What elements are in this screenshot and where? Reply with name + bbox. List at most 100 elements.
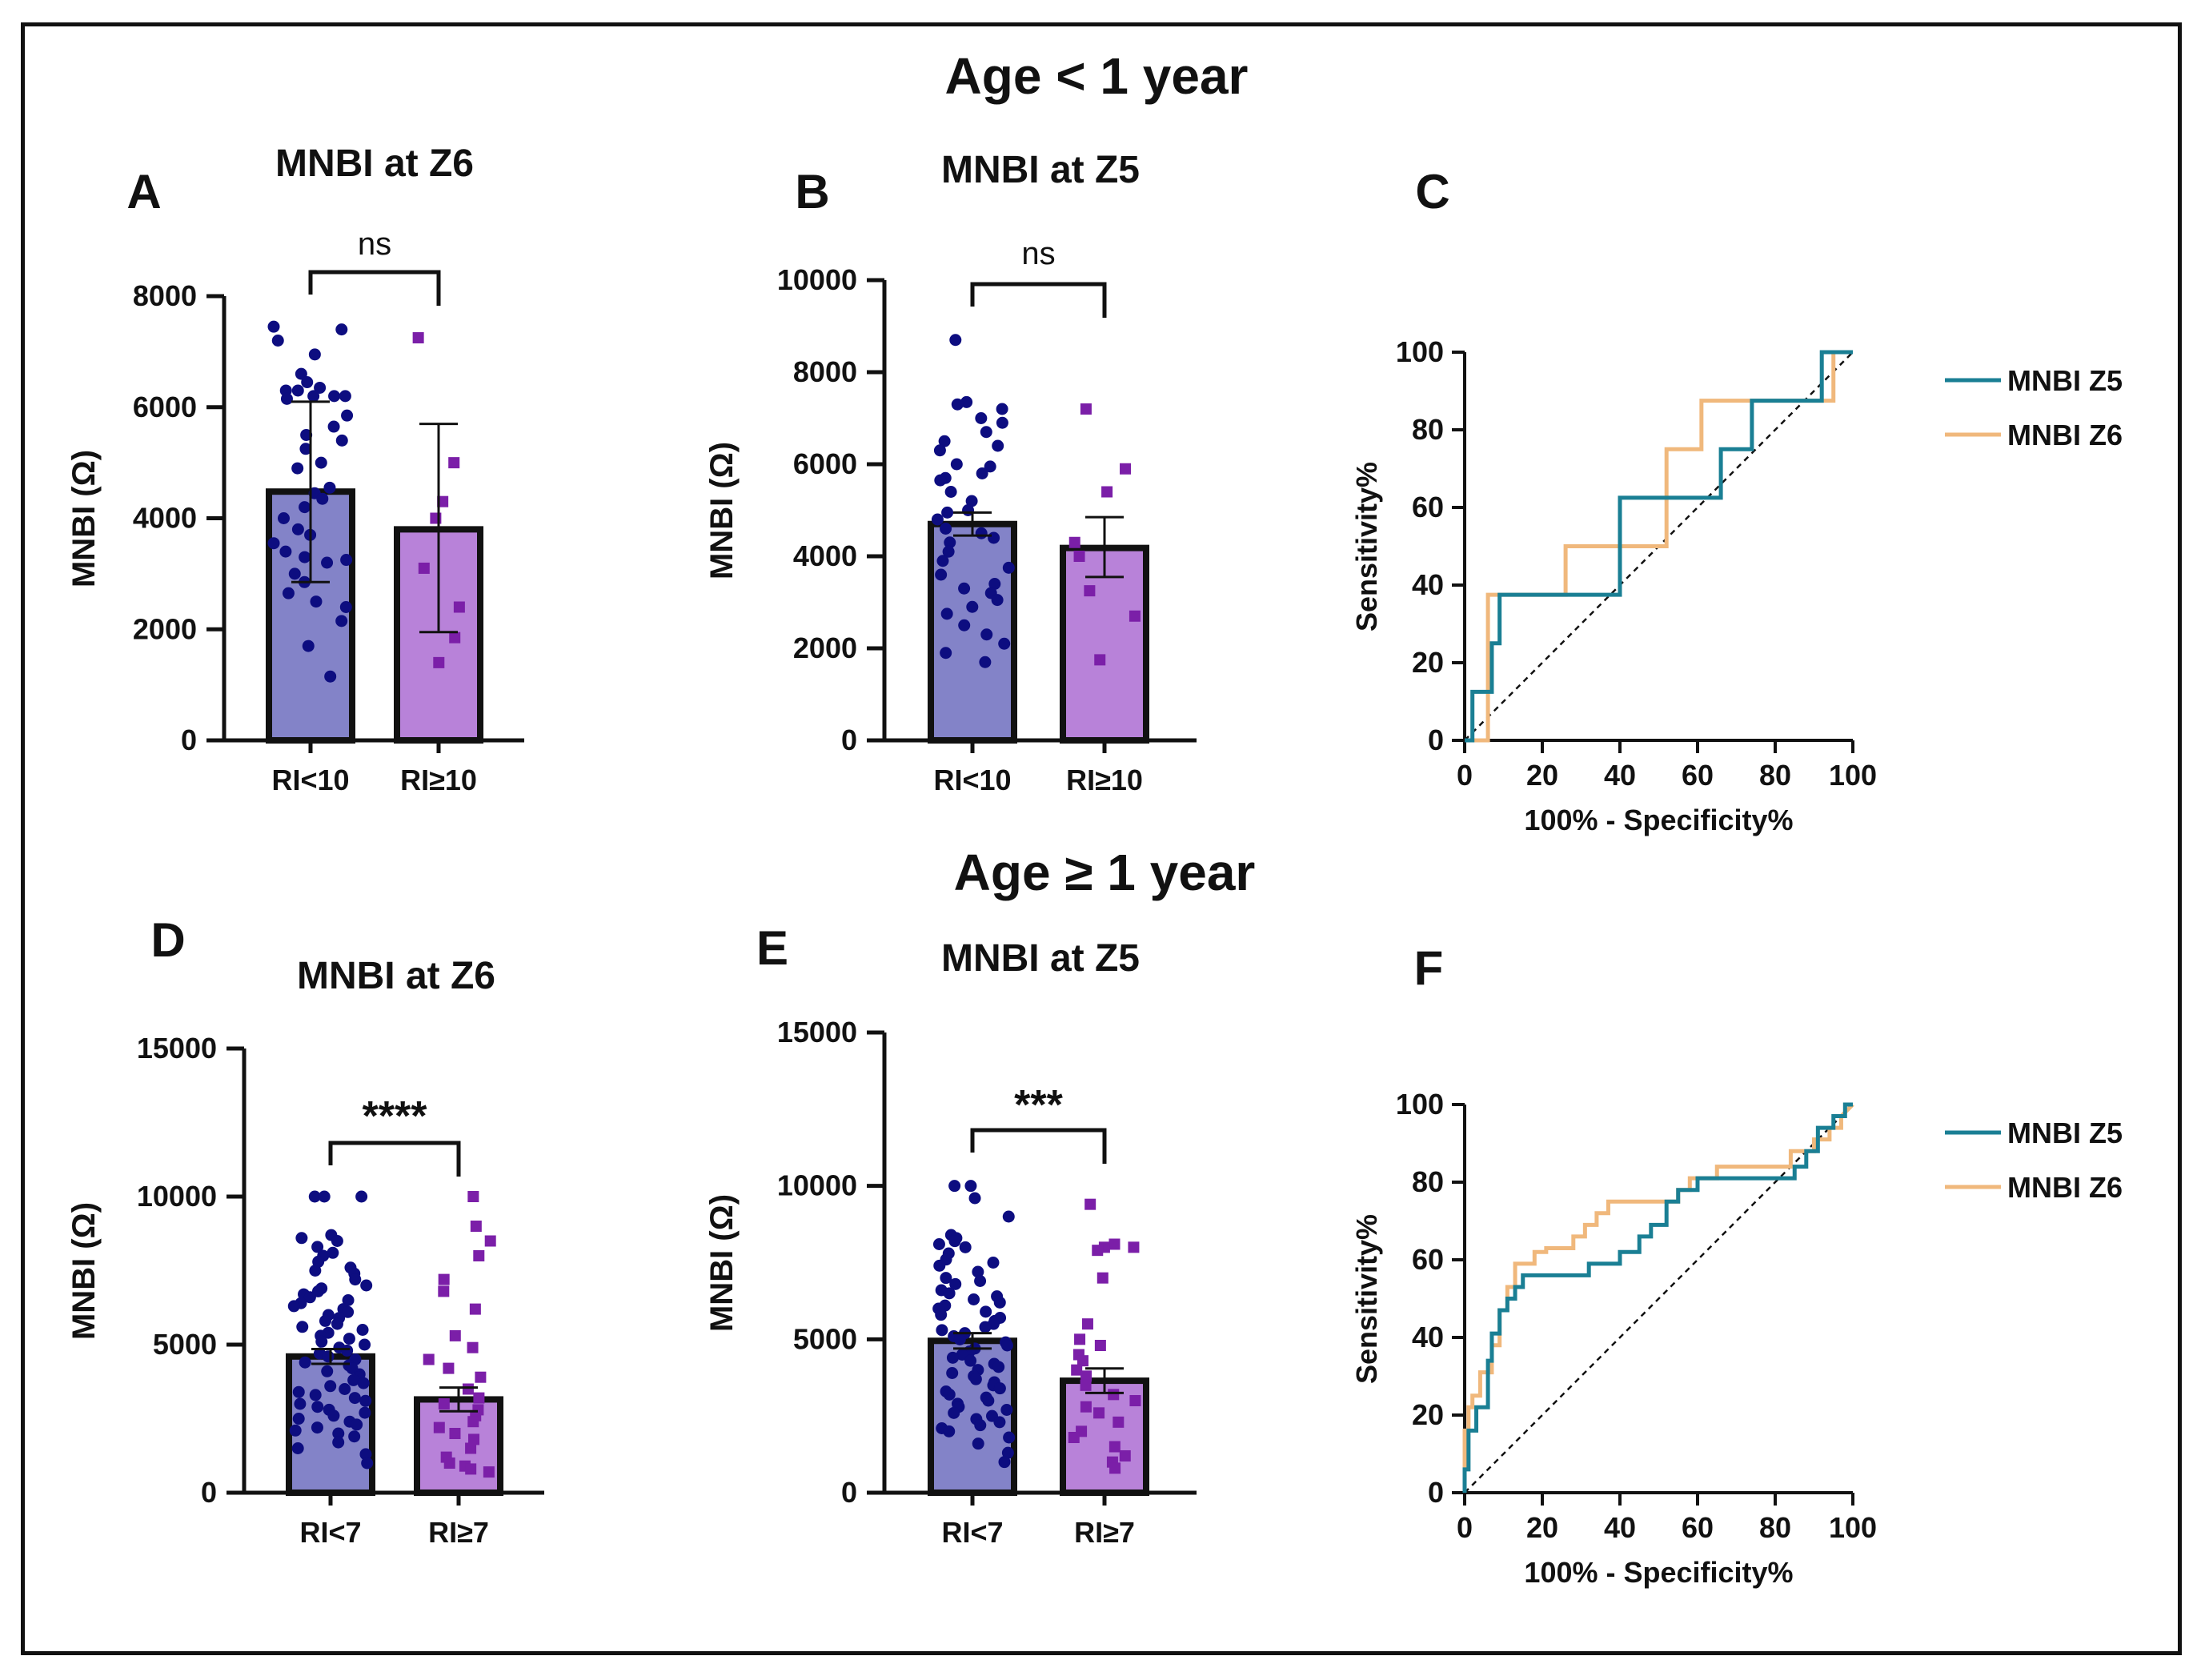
y-tick-label: 2000 <box>133 612 197 645</box>
data-point <box>1074 1333 1086 1345</box>
data-point <box>357 1377 370 1389</box>
data-point <box>972 1265 984 1278</box>
panel-B: B MNBI at Z5 MNBI (Ω) 0 2000 4000 6000 8000 1000… <box>704 149 1197 796</box>
data-point <box>1068 1432 1080 1443</box>
data-point <box>335 434 348 447</box>
data-point <box>332 1436 345 1449</box>
data-point <box>296 1321 309 1333</box>
y-axis-label: MNBI (Ω) <box>66 1202 102 1340</box>
data-point <box>1081 1318 1093 1330</box>
y-tick-label: 60 <box>1412 1243 1444 1276</box>
data-point <box>1108 1389 1120 1401</box>
data-point <box>965 495 978 507</box>
data-point <box>339 1383 351 1395</box>
data-point <box>438 1398 450 1409</box>
data-point <box>315 456 327 469</box>
data-point <box>423 1353 435 1365</box>
data-point <box>946 1367 959 1379</box>
data-point <box>348 1392 361 1405</box>
data-point <box>936 1324 948 1337</box>
data-point <box>299 551 311 563</box>
data-point <box>964 1354 977 1367</box>
data-point <box>311 1421 323 1434</box>
data-point <box>943 1425 956 1437</box>
x-tick-label: RI≥10 <box>400 764 477 796</box>
y-tick-label: 15000 <box>777 1016 857 1048</box>
data-point <box>1071 1364 1083 1376</box>
panel-F: F Sensitivity% 100% - Specificity% 00 20 20 40… <box>1350 941 2123 1589</box>
data-point <box>473 1392 485 1404</box>
data-point <box>992 1361 1005 1373</box>
data-point <box>969 1373 982 1385</box>
data-point <box>974 1419 987 1432</box>
data-point <box>944 536 956 549</box>
data-point <box>437 495 449 507</box>
y-tick-label: 10000 <box>137 1180 217 1213</box>
data-point <box>342 1294 355 1306</box>
data-point <box>984 460 996 473</box>
x-axis-label: 100% - Specificity% <box>1524 1556 1793 1589</box>
data-point <box>946 1351 959 1364</box>
data-point <box>1129 1395 1141 1406</box>
data-point <box>948 1180 961 1193</box>
data-point <box>1109 1441 1121 1453</box>
data-point <box>465 1442 477 1454</box>
data-point <box>993 1416 1006 1429</box>
significance-label: ns <box>358 227 391 262</box>
data-point <box>944 486 957 498</box>
x-tick-label: 80 <box>1759 1511 1791 1544</box>
x-tick-label: 20 <box>1526 1511 1558 1544</box>
data-point <box>1076 1355 1088 1367</box>
x-tick-label: RI≥7 <box>1074 1516 1135 1549</box>
x-tick-label: 80 <box>1759 759 1791 792</box>
data-point <box>321 556 334 569</box>
data-point <box>958 582 971 595</box>
data-point <box>993 1296 1006 1309</box>
data-point <box>949 334 962 347</box>
data-point <box>433 1421 445 1433</box>
data-point <box>1119 1450 1131 1461</box>
x-tick-label: 60 <box>1682 759 1714 792</box>
y-tick-label: 100 <box>1396 335 1444 368</box>
legend-label: MNBI Z5 <box>2007 1117 2123 1149</box>
data-point <box>314 381 327 394</box>
data-point <box>448 457 460 469</box>
panel-D: D MNBI at Z6 MNBI (Ω) 0 5000 10000 15000 RI<7 RI… <box>66 913 544 1549</box>
data-point <box>332 1427 345 1440</box>
data-point <box>1080 1370 1092 1382</box>
data-point <box>1068 536 1080 548</box>
data-point <box>289 1424 302 1437</box>
data-point <box>998 1456 1011 1469</box>
data-point <box>933 1259 946 1272</box>
data-point <box>966 600 979 613</box>
data-point <box>438 1273 450 1285</box>
data-point <box>309 1389 322 1401</box>
data-point <box>291 462 304 475</box>
y-tick-label: 6000 <box>793 447 857 480</box>
x-tick-label: 40 <box>1604 759 1636 792</box>
data-point <box>309 1265 322 1277</box>
data-point <box>996 416 1008 429</box>
data-point <box>433 656 445 668</box>
data-point <box>976 467 988 479</box>
data-point <box>980 1305 992 1318</box>
x-tick-label: 20 <box>1526 759 1558 792</box>
data-point <box>303 1291 316 1304</box>
data-point <box>302 640 315 652</box>
data-point <box>991 594 1004 607</box>
data-point <box>355 1190 368 1203</box>
data-point <box>316 492 329 505</box>
data-point <box>468 1433 480 1445</box>
data-point <box>951 398 964 411</box>
panel-letter: E <box>756 921 788 975</box>
data-point <box>1000 1404 1013 1416</box>
data-point <box>349 1273 362 1286</box>
panel-letter: A <box>126 165 161 219</box>
data-point <box>1109 1462 1121 1474</box>
bar-2 <box>414 1396 503 1496</box>
data-point <box>341 1344 354 1357</box>
y-tick-label: 0 <box>1428 1476 1444 1509</box>
panel-A: A MNBI at Z6 MNBI (Ω) 0 2000 4000 6000 8000 RI<1… <box>66 142 524 796</box>
panel-title: MNBI at Z5 <box>941 937 1140 980</box>
roc-line-z5 <box>1462 1102 1853 1493</box>
